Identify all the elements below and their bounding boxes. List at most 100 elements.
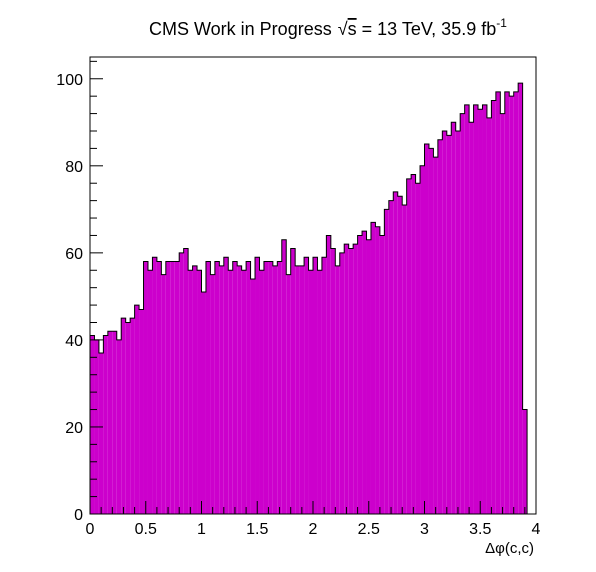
histogram-bar: [299, 265, 305, 514]
histogram-bar: [165, 261, 171, 514]
histogram-bar: [406, 178, 412, 514]
title-superscript: -1: [496, 16, 507, 30]
histogram-bar: [486, 117, 492, 514]
y-tick-label: 80: [65, 159, 83, 176]
x-tick-label: 2.5: [358, 521, 380, 538]
histogram-bar: [411, 174, 416, 514]
histogram-bar: [201, 292, 206, 514]
histogram-bar: [179, 252, 184, 514]
histogram-bar: [147, 270, 153, 514]
histogram-bar: [522, 409, 528, 514]
histogram-bar: [393, 191, 398, 514]
histogram-bar: [330, 248, 336, 514]
title-sqrt: √: [338, 19, 348, 39]
y-tick-label: 40: [65, 333, 83, 350]
histogram-bar: [255, 257, 260, 514]
histogram-bar: [415, 183, 421, 514]
histogram-bar: [223, 257, 229, 514]
histogram-bar: [228, 270, 233, 514]
histogram-bar: [286, 274, 291, 514]
histogram-bar: [335, 265, 340, 514]
histogram-bar: [478, 109, 483, 514]
histogram-bar: [473, 104, 479, 514]
histogram-bar: [152, 257, 157, 514]
histogram-bar: [197, 270, 202, 514]
histogram-bar: [313, 257, 318, 514]
y-tick-label: 20: [65, 420, 83, 437]
x-tick-label: 1.5: [246, 521, 268, 538]
histogram-bar: [428, 148, 434, 514]
histogram-bar: [504, 91, 510, 515]
histogram-bar: [464, 104, 470, 514]
histogram-outline: [89, 82, 528, 514]
histogram-bar: [513, 91, 519, 515]
histogram-bar: [442, 130, 447, 514]
x-axis-title: Δφ(c,c): [485, 540, 534, 557]
histogram-bar: [357, 235, 363, 514]
histogram-bar: [112, 331, 117, 514]
histogram-bar: [402, 204, 407, 514]
histogram-bar: [174, 261, 180, 514]
histogram-bar: [500, 113, 505, 514]
histogram-bar: [139, 309, 144, 514]
histogram-bar: [272, 265, 278, 514]
histogram-bar: [384, 209, 389, 515]
histogram-bar: [491, 100, 496, 515]
histogram-bar: [259, 270, 264, 514]
histogram-bar: [353, 244, 358, 514]
histogram-bar: [125, 322, 131, 514]
histogram-bar: [183, 248, 189, 514]
histogram-bar: [290, 248, 296, 514]
histogram-bar: [268, 261, 273, 514]
y-tick-label: 100: [56, 72, 83, 89]
histogram-bar: [90, 335, 95, 514]
histogram-bar: [420, 165, 425, 515]
x-tick-label: 0: [86, 521, 95, 538]
histogram-bar: [366, 239, 371, 515]
histogram-bar: [130, 318, 135, 514]
histogram-bar: [344, 244, 349, 514]
histogram-bar: [326, 235, 331, 514]
histogram-bar: [482, 104, 487, 514]
histogram-bar: [241, 270, 247, 514]
histogram-bar: [433, 157, 438, 514]
histogram-bar: [192, 265, 198, 514]
histogram-bar: [121, 318, 126, 514]
histogram-bar: [214, 261, 220, 514]
histogram-bar: [451, 122, 456, 515]
histogram-bar: [210, 274, 215, 514]
histogram-bar: [379, 235, 385, 514]
x-tick-label: 1: [197, 521, 206, 538]
histogram-bar: [437, 139, 443, 514]
histogram-bar: [250, 278, 256, 514]
histogram-bar: [460, 113, 465, 514]
title-s: s: [348, 19, 357, 39]
histogram-bar: [397, 196, 403, 514]
histogram-bar: [455, 130, 461, 514]
histogram-bar: [518, 83, 523, 514]
histogram-bar: [219, 265, 224, 514]
histogram-bar: [98, 352, 104, 514]
histogram-bar: [232, 261, 238, 514]
x-tick-label: 2: [309, 521, 318, 538]
histogram-bar: [348, 248, 354, 514]
histogram-bar: [277, 261, 282, 514]
histogram-bar: [161, 274, 166, 514]
histogram-bar: [116, 339, 122, 514]
histogram-bar: [246, 261, 251, 514]
x-tick-label: 0.5: [135, 521, 157, 538]
histogram-bar: [188, 270, 193, 514]
histogram-bar: [308, 270, 313, 514]
title-prefix: CMS Work in Progress: [149, 19, 332, 39]
histogram-bar: [469, 122, 474, 515]
histogram-bar: [370, 222, 376, 514]
histogram-bar: [205, 261, 211, 514]
histogram-bar: [446, 135, 452, 515]
y-tick-label: 60: [65, 246, 83, 263]
histogram-bar: [321, 257, 327, 514]
histogram-bar: [362, 231, 367, 514]
x-tick-label: 3: [420, 521, 429, 538]
histogram-bar: [317, 270, 322, 514]
